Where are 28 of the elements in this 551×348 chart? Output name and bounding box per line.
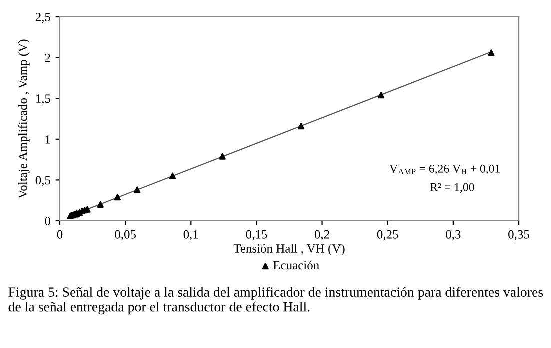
x-tick-label: 0,1 (184, 230, 198, 241)
point (488, 50, 495, 56)
y-tick-label: 0 (45, 217, 50, 226)
x-tick-label: 0,3 (446, 230, 461, 241)
legend-label: Ecuación (273, 260, 320, 270)
y-tick-label: 1,5 (36, 94, 50, 105)
x-tick-label: 0,25 (377, 230, 398, 241)
y-axis-title: Voltaje Amplificado , Vamp (V) (18, 40, 30, 199)
annotation: R² = 1,00 (430, 183, 474, 194)
point (378, 92, 385, 99)
x-tick-label: 0,35 (508, 230, 530, 241)
point (134, 186, 141, 194)
x-tick-label: 0 (57, 230, 63, 239)
point (169, 172, 176, 180)
annotation: V$_{AMP}$ = 6,26 V$_{H}$ + 0,01 (390, 164, 500, 175)
y-tick-label: 2 (45, 54, 50, 62)
point (298, 123, 305, 130)
text: Figura 5: Señal de voltaje a la salida del amplificador de instrumentación para diferentes valores de la señal entregada por el transductor de efecto Hall. (8, 287, 544, 315)
x-tick-label: 0,05 (115, 230, 136, 241)
y-tick-label: 1 (46, 135, 50, 144)
point (97, 201, 104, 208)
x-tick-label: 0,2 (314, 230, 330, 241)
y-tick-label: 2,5 (36, 13, 50, 24)
x-axis-title: Tensión Hall , VH (V) (234, 244, 345, 256)
point (219, 153, 226, 160)
y-tick-label: 0,5 (36, 176, 50, 186)
point (114, 194, 121, 201)
x-tick-label: 0,15 (246, 230, 268, 241)
